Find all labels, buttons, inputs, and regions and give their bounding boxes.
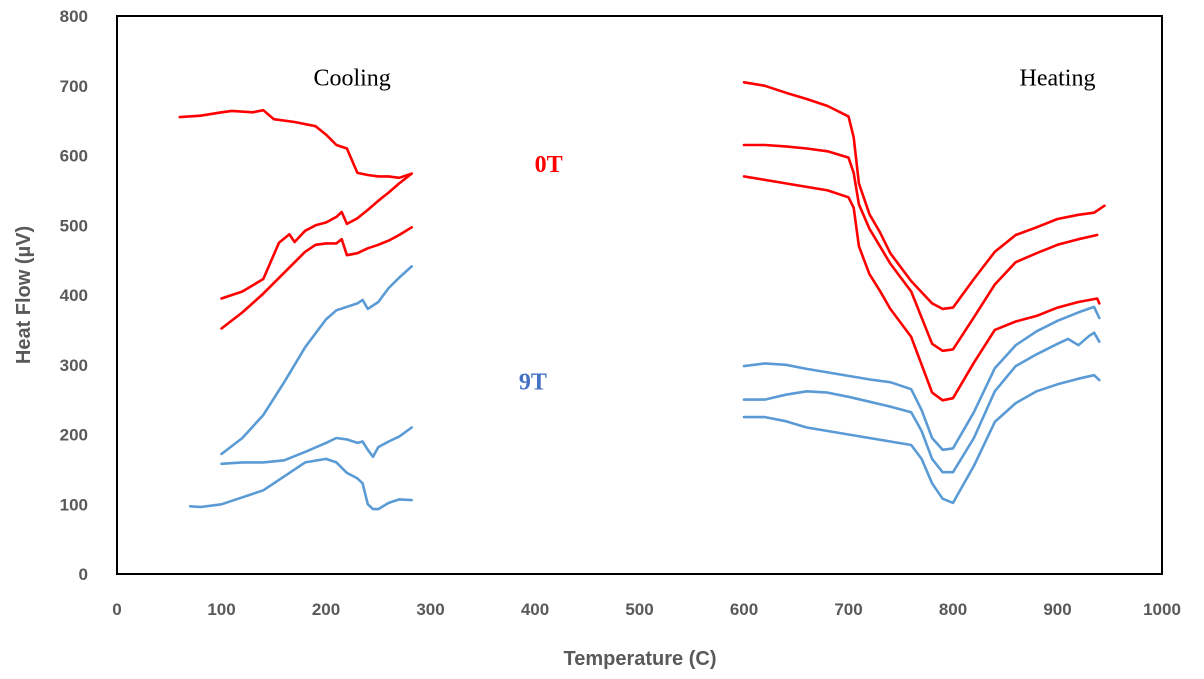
x-tick-label: 400 [521, 600, 549, 619]
x-tick-label: 900 [1043, 600, 1071, 619]
series-line-0t-cooling-2 [220, 172, 413, 300]
x-axis-tick-labels: 0 100 200 300 400 500 600 700 800 900 1000 [112, 600, 1181, 619]
x-tick-label: 800 [939, 600, 967, 619]
x-tick-label: 700 [834, 600, 862, 619]
y-tick-label: 100 [60, 495, 88, 514]
y-axis-tick-labels: 0 100 200 300 400 500 600 700 800 [60, 7, 88, 584]
x-tick-label: 500 [625, 600, 653, 619]
y-tick-label: 600 [60, 147, 88, 166]
annotation-0t: 0T [535, 152, 563, 178]
series-line-9t-cooling-6 [188, 457, 413, 511]
plot-frame [116, 15, 1163, 575]
x-tick-label: 1000 [1143, 600, 1181, 619]
y-tick-label: 300 [60, 356, 88, 375]
series-line-0t-cooling-1 [178, 108, 413, 180]
series-line-0t-cooling-3 [220, 226, 413, 330]
y-tick-label: 700 [60, 77, 88, 96]
series-line-9t-heating-11 [742, 331, 1101, 474]
x-tick-label: 600 [730, 600, 758, 619]
series-line-0t-heating-8 [742, 143, 1099, 353]
annotations: Cooling Heating 0T 9T [313, 65, 1095, 395]
series-line-9t-heating-10 [742, 305, 1101, 452]
series-layer [178, 81, 1106, 511]
y-tick-label: 400 [60, 286, 88, 305]
series-line-0t-heating-7 [742, 81, 1106, 311]
annotation-cooling: Cooling [313, 65, 390, 91]
y-tick-label: 200 [60, 426, 88, 445]
series-line-9t-cooling-4 [220, 265, 413, 456]
annotation-9t: 9T [519, 369, 547, 395]
series-line-9t-cooling-5 [220, 426, 413, 466]
x-tick-label: 300 [416, 600, 444, 619]
y-tick-label: 800 [60, 7, 88, 26]
x-tick-label: 0 [112, 600, 121, 619]
x-tick-label: 200 [312, 600, 340, 619]
y-tick-label: 500 [60, 216, 88, 235]
series-line-0t-heating-9 [742, 175, 1101, 402]
x-axis-title: Temperature (C) [564, 648, 717, 670]
series-line-9t-heating-12 [742, 373, 1101, 505]
annotation-heating: Heating [1020, 65, 1096, 91]
y-axis-title: Heat Flow (µV) [13, 226, 35, 364]
y-tick-label: 0 [79, 565, 88, 584]
x-tick-label: 100 [207, 600, 235, 619]
